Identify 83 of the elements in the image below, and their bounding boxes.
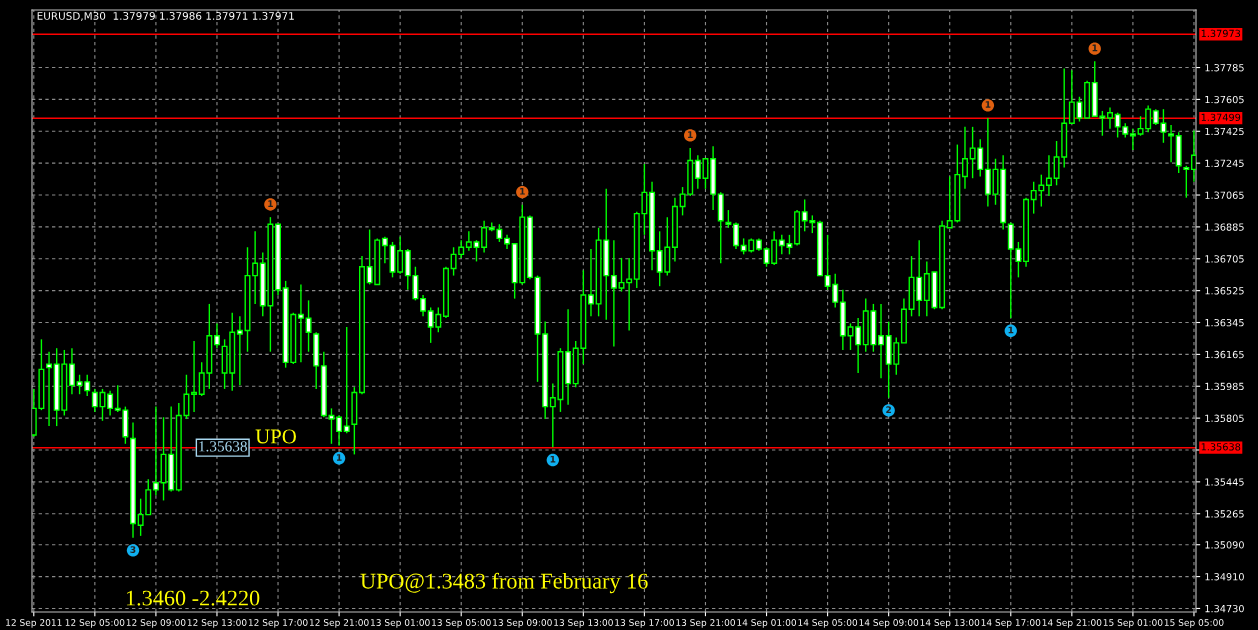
x-tick-label: 13 Sep 05:00 bbox=[432, 619, 491, 628]
x-tick-label: 13 Sep 13:00 bbox=[554, 619, 613, 628]
y-tick-label: 1.35090 bbox=[1205, 541, 1244, 549]
x-tick-label: 12 Sep 21:00 bbox=[309, 619, 369, 628]
candlestick bbox=[297, 283, 304, 364]
annotation: 1 bbox=[520, 187, 525, 195]
annotation: 1 bbox=[268, 200, 273, 207]
candlestick bbox=[236, 315, 243, 387]
x-tick-label: 12 Sep 13:00 bbox=[187, 619, 247, 628]
y-tick-label: 1.35265 bbox=[1205, 510, 1244, 518]
y-tick-label: 1.34730 bbox=[1205, 604, 1244, 613]
x-tick-label: 13 Sep 09:00 bbox=[493, 619, 552, 628]
y-tick-label: 1.34910 bbox=[1205, 573, 1244, 581]
y-tick-label: 1.35445 bbox=[1205, 478, 1244, 486]
candlestick bbox=[733, 221, 739, 250]
x-tick-label: 15 Sep 05:00 bbox=[1164, 619, 1224, 628]
candlestick bbox=[152, 405, 159, 496]
annotation: 1.35638 bbox=[199, 441, 247, 452]
y-tick-label: 1.36885 bbox=[1205, 223, 1244, 231]
candlestick bbox=[191, 340, 198, 413]
ref-line-label: 1.37499 bbox=[1201, 113, 1241, 121]
y-tick-label: 1.37425 bbox=[1205, 127, 1244, 136]
x-tick-label: 12 Sep 2011 bbox=[6, 619, 62, 628]
x-tick-label: 14 Sep 17:00 bbox=[981, 619, 1041, 628]
x-tick-label: 14 Sep 21:00 bbox=[1042, 619, 1102, 628]
x-tick-label: 15 Sep 01:00 bbox=[1103, 619, 1163, 628]
annotation: 1 bbox=[1092, 44, 1098, 52]
x-tick-label: 13 Sep 21:00 bbox=[676, 619, 735, 628]
x-tick-label: 14 Sep 09:00 bbox=[859, 619, 919, 628]
y-tick-label: 1.37785 bbox=[1205, 64, 1244, 72]
candlestick bbox=[1183, 165, 1190, 199]
x-tick-label: 14 Sep 05:00 bbox=[798, 619, 858, 628]
chart-title: EURUSD,M30 1.37979 1.37986 1.37971 1.37971 bbox=[37, 11, 294, 21]
candlestick bbox=[878, 303, 885, 379]
x-tick-label: 12 Sep 17:00 bbox=[248, 619, 308, 628]
ref-line-label: 1.37973 bbox=[1201, 29, 1241, 38]
y-tick-label: 1.36345 bbox=[1205, 318, 1244, 327]
y-tick-label: 1.37245 bbox=[1205, 159, 1244, 167]
annotation: 1 bbox=[688, 131, 693, 138]
y-tick-label: 1.35985 bbox=[1205, 382, 1244, 391]
candlestick bbox=[1168, 124, 1175, 163]
candlestick bbox=[587, 248, 594, 318]
x-tick-label: 13 Sep 01:00 bbox=[371, 619, 430, 628]
annotation: 1 bbox=[985, 101, 991, 108]
candlestick bbox=[213, 322, 220, 349]
candlestick bbox=[855, 317, 862, 374]
annotation: 1 bbox=[1008, 326, 1014, 334]
candlestick bbox=[46, 351, 53, 427]
annotation: 3 bbox=[130, 546, 136, 553]
candlestick bbox=[1045, 154, 1052, 197]
y-tick-label: 1.37605 bbox=[1205, 95, 1244, 104]
y-tick-label: 1.35805 bbox=[1205, 414, 1244, 422]
candlestick bbox=[618, 257, 625, 293]
candlestick bbox=[420, 294, 427, 318]
candlestick bbox=[381, 235, 388, 264]
candlestick bbox=[343, 326, 350, 434]
candlestick bbox=[252, 230, 259, 305]
x-tick-label: 14 Sep 13:00 bbox=[920, 619, 980, 628]
candlestick bbox=[1107, 106, 1113, 130]
annotation: 1 bbox=[550, 455, 556, 463]
ref-line-label: 1.35638 bbox=[1201, 443, 1241, 451]
candlestick bbox=[107, 389, 114, 417]
y-tick-label: 1.36525 bbox=[1205, 287, 1244, 295]
annotation: 2 bbox=[886, 406, 892, 413]
candlestick bbox=[305, 299, 312, 353]
annotation: 1 bbox=[336, 454, 342, 461]
candlestick bbox=[961, 126, 968, 190]
candlestick bbox=[1129, 127, 1136, 151]
annotation: 1.3460 -2.4220 bbox=[126, 590, 260, 606]
candlestick bbox=[626, 257, 633, 332]
annotation: UPO bbox=[255, 429, 296, 444]
x-tick-label: 12 Sep 09:00 bbox=[126, 619, 186, 628]
y-tick-label: 1.36705 bbox=[1205, 255, 1244, 263]
candlestick bbox=[336, 414, 343, 447]
y-tick-label: 1.36165 bbox=[1205, 350, 1244, 359]
x-tick-label: 12 Sep 05:00 bbox=[65, 619, 125, 628]
candlestick bbox=[68, 347, 75, 395]
x-tick-label: 13 Sep 17:00 bbox=[615, 619, 674, 628]
candlestick bbox=[610, 239, 617, 348]
candlestick bbox=[481, 220, 488, 254]
y-tick-label: 1.37065 bbox=[1205, 191, 1244, 199]
annotation: UPO@1.3483 from February 16 bbox=[360, 572, 648, 594]
x-tick-label: 14 Sep 01:00 bbox=[737, 619, 797, 628]
